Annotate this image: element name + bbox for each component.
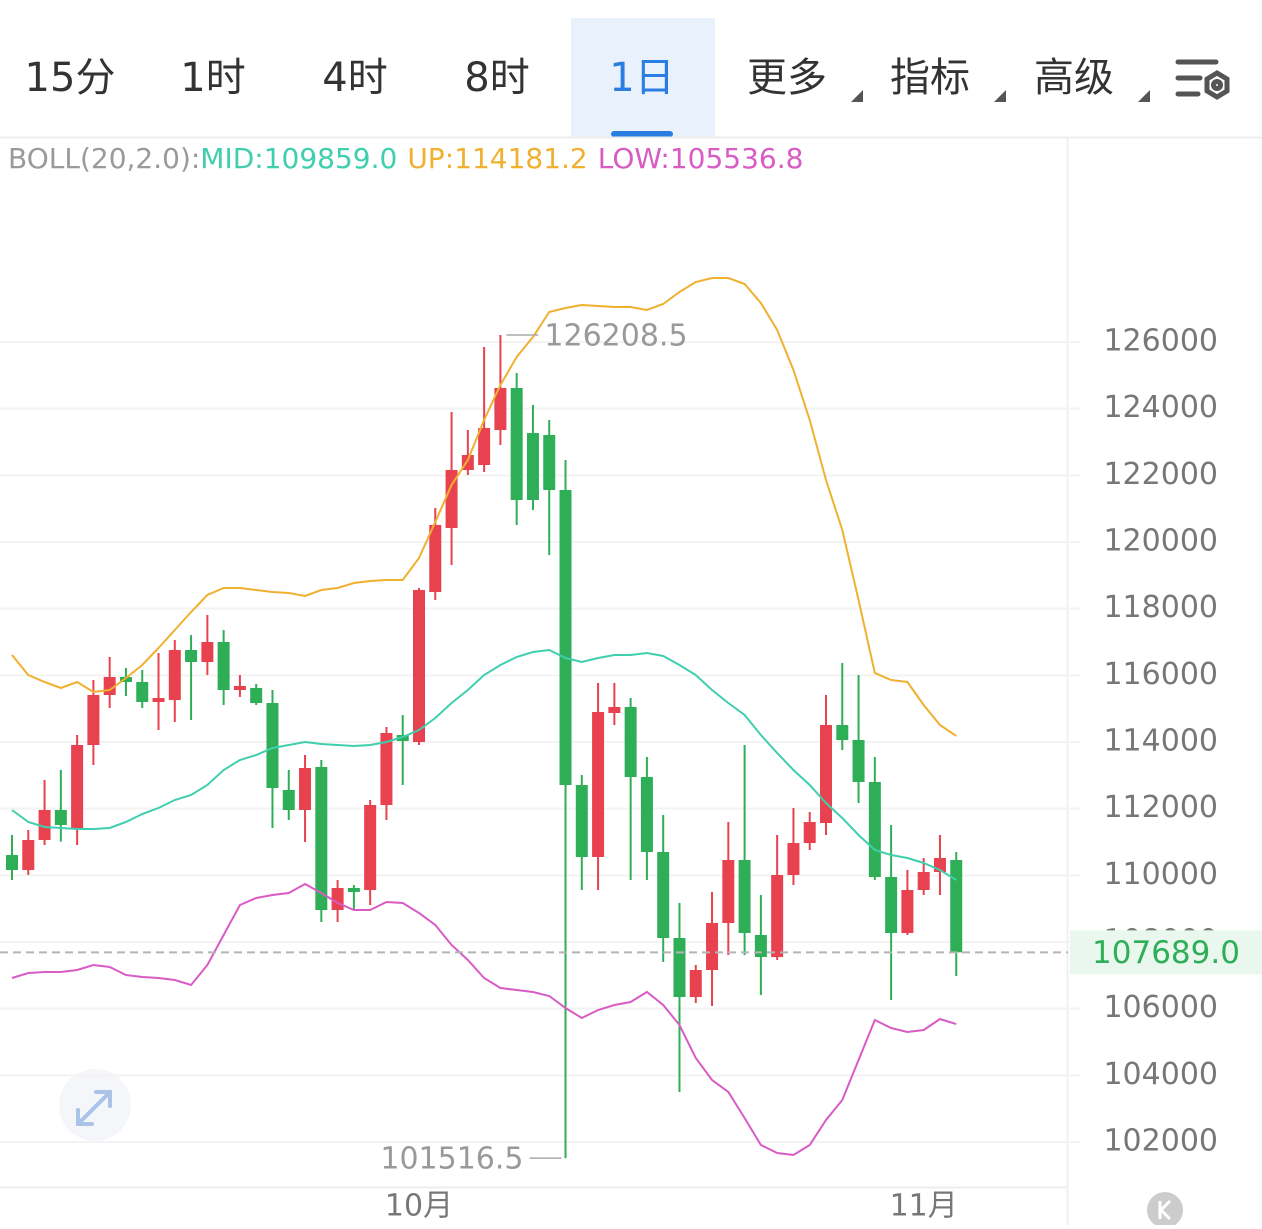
y-tick-label: 102000: [1103, 1124, 1218, 1159]
y-tick-label: 120000: [1103, 524, 1218, 559]
dropdown-caret: [851, 90, 863, 102]
candle-body: [657, 852, 670, 938]
y-tick-label: 126000: [1103, 324, 1218, 359]
candle-body: [526, 433, 539, 500]
candle-body: [217, 642, 230, 690]
candle-body: [803, 822, 816, 843]
x-tick-label: 10月: [385, 1189, 453, 1224]
active-tab-bg: [571, 18, 715, 137]
y-tick-label: 104000: [1103, 1057, 1218, 1092]
candle-body: [38, 810, 51, 840]
candle-body: [673, 938, 686, 997]
candle-body: [185, 650, 198, 662]
candle-body: [608, 707, 621, 713]
tab[interactable]: 15分: [25, 55, 116, 101]
candle-body: [136, 682, 149, 702]
candle-body: [868, 782, 881, 877]
candle-body: [445, 470, 458, 528]
candle-body: [624, 707, 637, 777]
candle-body: [640, 777, 653, 852]
candle-body: [901, 890, 914, 933]
legend-entry: UP:114181.2: [407, 142, 587, 175]
candle-body: [331, 888, 344, 910]
k-button[interactable]: [1147, 1192, 1183, 1228]
dropdown-caret: [1138, 90, 1150, 102]
legend-entry: BOLL(20,2.0):: [8, 142, 200, 175]
candle-body: [494, 388, 507, 430]
price-box: [1070, 930, 1262, 975]
candle-body: [706, 923, 719, 970]
candle-body: [510, 388, 523, 500]
candle-body: [233, 686, 246, 690]
tab[interactable]: 1日: [609, 55, 674, 101]
candle-body: [950, 860, 963, 953]
candle-body: [201, 642, 214, 662]
candle-body: [592, 712, 605, 857]
settings-icon[interactable]: [1175, 59, 1230, 100]
dropdown-caret: [994, 90, 1006, 102]
boll-line: [11, 648, 957, 881]
boll-line: [11, 882, 957, 1157]
candle-body: [429, 525, 442, 592]
high-label: 126208.5: [544, 319, 687, 354]
tab[interactable]: 4时: [322, 55, 387, 101]
candle-body: [543, 435, 556, 490]
y-tick-label: 106000: [1103, 990, 1218, 1025]
tab[interactable]: 高级: [1034, 55, 1114, 101]
x-tick-label: 11月: [890, 1189, 958, 1224]
tab[interactable]: 1时: [180, 55, 245, 101]
candle-body: [54, 810, 67, 825]
tab[interactable]: 8时: [464, 55, 529, 101]
candle-body: [917, 872, 930, 890]
candle-body: [413, 590, 425, 742]
y-tick-label: 124000: [1103, 390, 1218, 425]
candle-body: [575, 785, 588, 857]
candle-body: [315, 767, 328, 910]
tab[interactable]: 指标: [890, 55, 970, 101]
candle-body: [738, 860, 751, 933]
active-tab-underline: [611, 131, 673, 137]
candle-body: [299, 768, 312, 810]
candle-body: [380, 733, 393, 805]
candle-body: [478, 428, 491, 465]
candle-body: [152, 698, 165, 702]
legend-entry: MID:109859.0: [200, 142, 397, 175]
candle-body: [266, 703, 279, 788]
candle-body: [282, 790, 295, 810]
legend-entry: LOW:105536.8: [598, 142, 804, 175]
candle-body: [820, 725, 832, 823]
low-label: 101516.5: [380, 1142, 523, 1177]
boll-legend: BOLL(20,2.0):MID:109859.0 UP:114181.2 LOW:…: [8, 142, 803, 175]
candle-body: [885, 877, 898, 933]
boll-line: [11, 277, 957, 737]
tab[interactable]: 更多: [747, 55, 827, 101]
candle-body: [22, 840, 35, 870]
candle-body: [168, 650, 181, 700]
candle-body: [71, 745, 84, 828]
candle-body: [6, 855, 18, 870]
candle-body: [787, 843, 800, 875]
candle-body: [771, 875, 784, 957]
y-tick-label: 112000: [1103, 790, 1218, 825]
candle-body: [836, 725, 849, 740]
price-label: 107689.0: [1092, 935, 1240, 971]
candle-body: [689, 970, 702, 997]
y-tick-label: 122000: [1103, 457, 1218, 492]
candle-body: [347, 888, 360, 892]
candle-body: [722, 860, 735, 923]
expand-button[interactable]: [59, 1069, 131, 1141]
candle-body: [364, 805, 377, 890]
y-tick-label: 114000: [1103, 724, 1218, 759]
candle-body: [87, 695, 100, 745]
candle-body: [754, 935, 767, 957]
candle-body: [559, 490, 572, 785]
y-tick-label: 116000: [1103, 657, 1218, 692]
candle-body: [119, 677, 132, 682]
y-tick-label: 110000: [1103, 857, 1218, 892]
candle-body: [852, 740, 865, 782]
y-tick-label: 118000: [1103, 590, 1218, 625]
candle-body: [250, 688, 263, 703]
